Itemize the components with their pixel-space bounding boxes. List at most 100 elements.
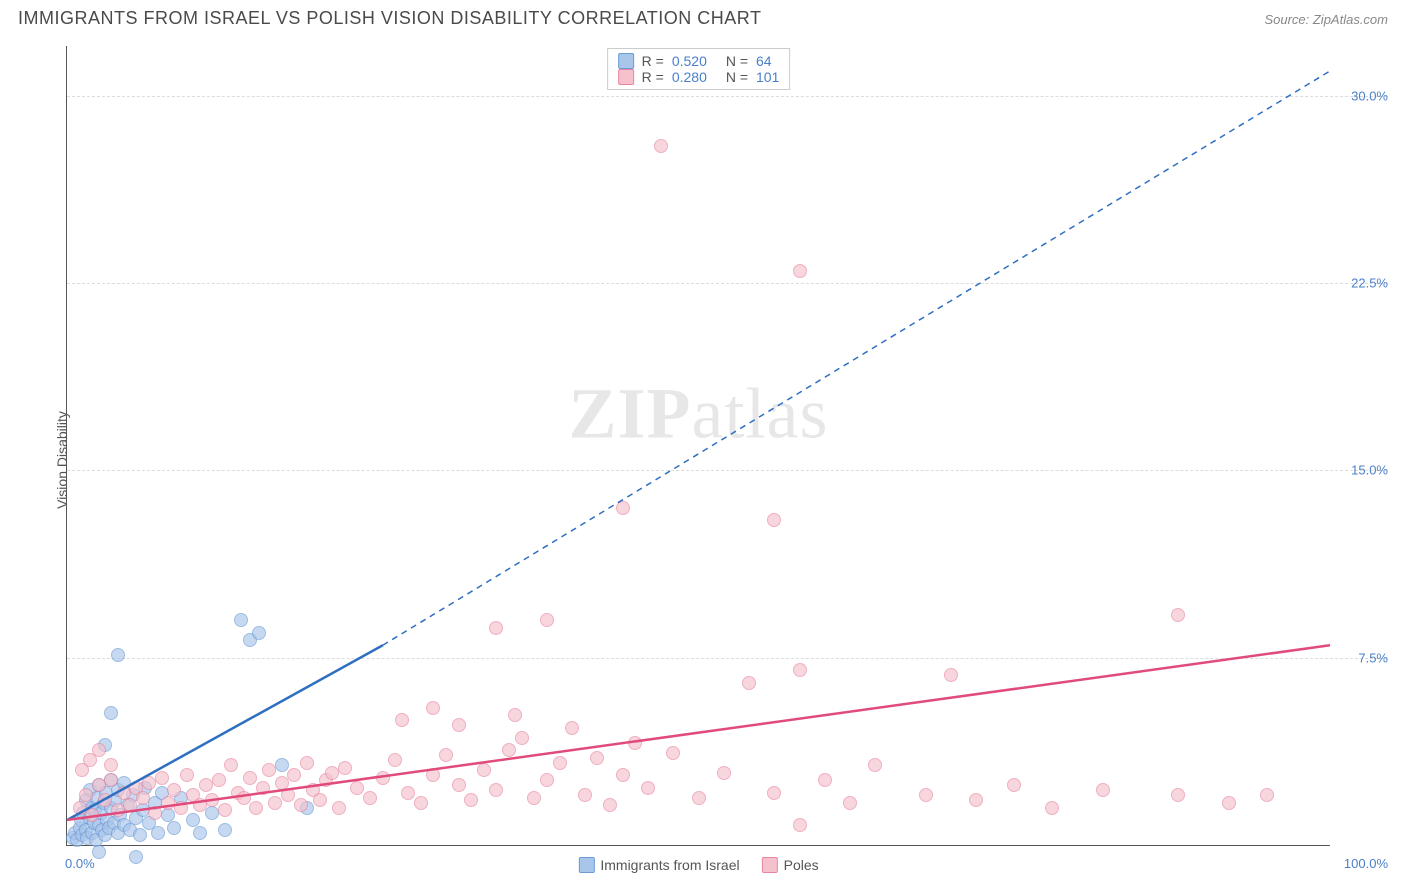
scatter-point-poles: [218, 803, 232, 817]
scatter-point-poles: [1222, 796, 1236, 810]
n-value-poles: 101: [756, 69, 779, 85]
scatter-point-poles: [123, 798, 137, 812]
scatter-point-poles: [376, 771, 390, 785]
scatter-point-israel: [104, 706, 118, 720]
scatter-point-poles: [565, 721, 579, 735]
scatter-point-poles: [969, 793, 983, 807]
scatter-point-poles: [104, 773, 118, 787]
scatter-point-poles: [180, 768, 194, 782]
scatter-point-poles: [1045, 801, 1059, 815]
legend-label-israel: Immigrants from Israel: [600, 857, 739, 873]
swatch-poles: [762, 857, 778, 873]
y-tick-label: 15.0%: [1334, 463, 1388, 478]
scatter-point-israel: [92, 845, 106, 859]
legend-label-poles: Poles: [784, 857, 819, 873]
scatter-point-poles: [395, 713, 409, 727]
scatter-point-poles: [527, 791, 541, 805]
correlation-legend: R = 0.520 N = 64 R = 0.280 N = 101: [607, 48, 791, 90]
scatter-point-poles: [148, 806, 162, 820]
scatter-point-poles: [249, 801, 263, 815]
legend-item-poles: Poles: [762, 857, 819, 873]
scatter-point-poles: [477, 763, 491, 777]
scatter-point-poles: [742, 676, 756, 690]
scatter-point-poles: [1096, 783, 1110, 797]
legend-item-israel: Immigrants from Israel: [578, 857, 739, 873]
scatter-point-israel: [193, 826, 207, 840]
scatter-point-poles: [300, 756, 314, 770]
series-legend: Immigrants from Israel Poles: [578, 857, 818, 873]
scatter-point-poles: [388, 753, 402, 767]
scatter-point-israel: [111, 648, 125, 662]
scatter-point-poles: [350, 781, 364, 795]
scatter-point-poles: [1007, 778, 1021, 792]
scatter-point-poles: [205, 793, 219, 807]
scatter-point-poles: [338, 761, 352, 775]
scatter-point-poles: [136, 791, 150, 805]
scatter-point-poles: [603, 798, 617, 812]
scatter-point-poles: [515, 731, 529, 745]
scatter-point-poles: [268, 796, 282, 810]
gridline: [67, 658, 1388, 659]
scatter-point-poles: [508, 708, 522, 722]
scatter-point-poles: [155, 771, 169, 785]
scatter-point-poles: [98, 793, 112, 807]
regression-lines: [67, 46, 1330, 845]
scatter-point-poles: [767, 786, 781, 800]
scatter-point-poles: [426, 768, 440, 782]
x-tick-100: 100.0%: [1334, 856, 1388, 871]
scatter-point-poles: [363, 791, 377, 805]
scatter-point-poles: [553, 756, 567, 770]
swatch-israel: [618, 53, 634, 69]
scatter-point-poles: [641, 781, 655, 795]
scatter-point-israel: [167, 821, 181, 835]
scatter-point-poles: [452, 778, 466, 792]
scatter-point-poles: [452, 718, 466, 732]
watermark: ZIPatlas: [569, 372, 829, 455]
r-label: R =: [642, 53, 664, 69]
scatter-point-poles: [313, 793, 327, 807]
scatter-point-poles: [489, 621, 503, 635]
scatter-point-poles: [793, 264, 807, 278]
scatter-point-poles: [616, 768, 630, 782]
scatter-point-poles: [224, 758, 238, 772]
source-prefix: Source:: [1264, 12, 1312, 27]
scatter-point-poles: [616, 501, 630, 515]
scatter-point-israel: [129, 850, 143, 864]
scatter-point-poles: [654, 139, 668, 153]
scatter-point-poles: [174, 801, 188, 815]
scatter-point-poles: [237, 791, 251, 805]
scatter-point-poles: [243, 771, 257, 785]
gridline: [67, 283, 1388, 284]
scatter-point-poles: [843, 796, 857, 810]
scatter-point-israel: [234, 613, 248, 627]
scatter-point-poles: [256, 781, 270, 795]
watermark-zip: ZIP: [569, 373, 692, 453]
scatter-point-poles: [464, 793, 478, 807]
watermark-atlas: atlas: [692, 373, 829, 453]
y-tick-label: 30.0%: [1334, 88, 1388, 103]
scatter-point-poles: [666, 746, 680, 760]
scatter-point-poles: [540, 773, 554, 787]
scatter-point-poles: [401, 786, 415, 800]
n-label: N =: [726, 53, 748, 69]
scatter-point-poles: [167, 783, 181, 797]
scatter-point-poles: [426, 701, 440, 715]
x-tick-0: 0.0%: [65, 856, 95, 871]
n-label: N =: [726, 69, 748, 85]
chart-container: Vision Disability ZIPatlas R = 0.520 N =…: [18, 38, 1388, 882]
scatter-point-poles: [294, 798, 308, 812]
scatter-point-poles: [590, 751, 604, 765]
scatter-point-poles: [85, 808, 99, 822]
scatter-point-poles: [1171, 788, 1185, 802]
r-value-poles: 0.280: [672, 69, 718, 85]
scatter-point-poles: [92, 743, 106, 757]
y-tick-label: 22.5%: [1334, 276, 1388, 291]
correlation-legend-row-poles: R = 0.280 N = 101: [618, 69, 780, 85]
plot-area: ZIPatlas R = 0.520 N = 64 R = 0.280 N = …: [66, 46, 1330, 846]
scatter-point-poles: [75, 763, 89, 777]
scatter-point-poles: [818, 773, 832, 787]
scatter-point-israel: [151, 826, 165, 840]
gridline: [67, 96, 1388, 97]
scatter-point-poles: [944, 668, 958, 682]
scatter-point-poles: [919, 788, 933, 802]
